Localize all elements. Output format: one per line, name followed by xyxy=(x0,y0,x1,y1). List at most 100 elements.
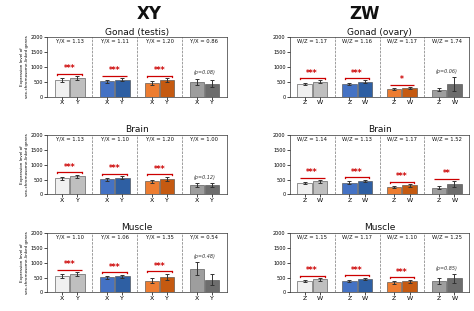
Text: ***: *** xyxy=(396,172,408,181)
Text: W/Z = 1.25: W/Z = 1.25 xyxy=(432,234,462,239)
Text: Y/X = 1.06: Y/X = 1.06 xyxy=(100,234,129,239)
Bar xyxy=(205,185,219,194)
Text: ***: *** xyxy=(306,266,318,275)
Bar xyxy=(55,80,69,97)
Bar xyxy=(205,280,219,292)
Text: W/Z = 1.15: W/Z = 1.15 xyxy=(297,234,327,239)
Text: ***: *** xyxy=(64,260,76,269)
Bar xyxy=(402,88,417,97)
Title: Brain: Brain xyxy=(368,125,392,134)
Text: ***: *** xyxy=(306,168,318,177)
Bar xyxy=(55,179,69,194)
Text: (p=0.06): (p=0.06) xyxy=(436,69,458,74)
Bar xyxy=(357,82,372,97)
Title: Brain: Brain xyxy=(125,125,149,134)
Text: XY: XY xyxy=(137,5,162,23)
Text: W/Z = 1.17: W/Z = 1.17 xyxy=(387,39,417,44)
Bar xyxy=(313,181,327,194)
Text: W/Z = 1.14: W/Z = 1.14 xyxy=(297,136,327,142)
Bar xyxy=(357,279,372,292)
Text: Y/X = 0.86: Y/X = 0.86 xyxy=(191,39,219,44)
Text: ***: *** xyxy=(154,262,165,271)
Bar xyxy=(297,281,312,292)
Text: ***: *** xyxy=(154,66,165,75)
Bar xyxy=(432,188,447,194)
Text: Y/X = 1.00: Y/X = 1.00 xyxy=(191,136,219,142)
Text: Y/X = 1.20: Y/X = 1.20 xyxy=(146,39,173,44)
Text: Y/X = 1.13: Y/X = 1.13 xyxy=(56,136,84,142)
Bar xyxy=(342,281,356,292)
Bar xyxy=(342,84,356,97)
Bar xyxy=(342,183,356,194)
Bar xyxy=(145,181,159,194)
Y-axis label: Expression level of
sex-chromosome-linked genes: Expression level of sex-chromosome-linke… xyxy=(20,231,28,294)
Text: ***: *** xyxy=(109,66,120,75)
Bar xyxy=(115,80,129,97)
Text: W/Z = 1.16: W/Z = 1.16 xyxy=(342,39,372,44)
Text: W/Z = 1.10: W/Z = 1.10 xyxy=(387,234,417,239)
Bar xyxy=(313,279,327,292)
Bar xyxy=(387,187,401,194)
Bar xyxy=(432,281,447,292)
Text: Y/X = 1.35: Y/X = 1.35 xyxy=(146,234,173,239)
Bar xyxy=(297,84,312,97)
Bar xyxy=(160,276,174,292)
Text: W/Z = 1.17: W/Z = 1.17 xyxy=(297,39,327,44)
Text: *: * xyxy=(400,75,404,84)
Text: (p=0.85): (p=0.85) xyxy=(436,266,458,271)
Bar xyxy=(100,179,114,194)
Text: Y/X = 1.10: Y/X = 1.10 xyxy=(56,234,84,239)
Bar xyxy=(145,281,159,292)
Text: ***: *** xyxy=(109,165,120,174)
Bar xyxy=(115,276,129,292)
Title: Gonad (testis): Gonad (testis) xyxy=(105,28,169,36)
Bar xyxy=(447,184,462,194)
Text: ***: *** xyxy=(306,68,318,77)
Text: ***: *** xyxy=(154,165,165,174)
Title: Muscle: Muscle xyxy=(121,223,153,232)
Bar xyxy=(100,81,114,97)
Bar xyxy=(447,84,462,97)
Text: ***: *** xyxy=(396,268,408,277)
Title: Muscle: Muscle xyxy=(364,223,395,232)
Y-axis label: Expression level of
sex-chromosome-linked genes: Expression level of sex-chromosome-linke… xyxy=(20,35,28,98)
Bar xyxy=(402,185,417,194)
Bar xyxy=(70,78,85,97)
Title: Gonad (ovary): Gonad (ovary) xyxy=(347,28,412,36)
Bar xyxy=(432,90,447,97)
Bar xyxy=(190,269,204,292)
Bar xyxy=(70,274,85,292)
Text: (p=0.48): (p=0.48) xyxy=(193,254,215,259)
Bar xyxy=(387,89,401,97)
Text: **: ** xyxy=(443,169,451,178)
Text: W/Z = 1.17: W/Z = 1.17 xyxy=(387,136,417,142)
Bar xyxy=(357,181,372,194)
Text: ***: *** xyxy=(64,64,76,73)
Bar xyxy=(387,282,401,292)
Text: Y/X = 0.54: Y/X = 0.54 xyxy=(191,234,219,239)
Bar xyxy=(297,183,312,194)
Bar xyxy=(145,83,159,97)
Bar xyxy=(190,185,204,194)
Text: ***: *** xyxy=(109,262,120,272)
Text: W/Z = 1.17: W/Z = 1.17 xyxy=(342,234,372,239)
Text: ***: *** xyxy=(351,68,363,77)
Bar xyxy=(205,84,219,97)
Bar xyxy=(115,178,129,194)
Bar xyxy=(447,278,462,292)
Text: W/Z = 1.13: W/Z = 1.13 xyxy=(342,136,372,142)
Text: Y/X = 1.10: Y/X = 1.10 xyxy=(100,136,129,142)
Text: Y/X = 1.11: Y/X = 1.11 xyxy=(100,39,129,44)
Bar xyxy=(190,82,204,97)
Text: ***: *** xyxy=(351,168,363,177)
Text: ***: *** xyxy=(64,163,76,172)
Text: ZW: ZW xyxy=(350,5,380,23)
Bar xyxy=(160,80,174,97)
Bar xyxy=(402,281,417,292)
Text: Y/X = 1.20: Y/X = 1.20 xyxy=(146,136,173,142)
Text: (p=0.12): (p=0.12) xyxy=(193,175,215,180)
Bar xyxy=(100,277,114,292)
Text: W/Z = 1.52: W/Z = 1.52 xyxy=(432,136,462,142)
Text: ***: *** xyxy=(351,266,363,275)
Bar xyxy=(55,276,69,292)
